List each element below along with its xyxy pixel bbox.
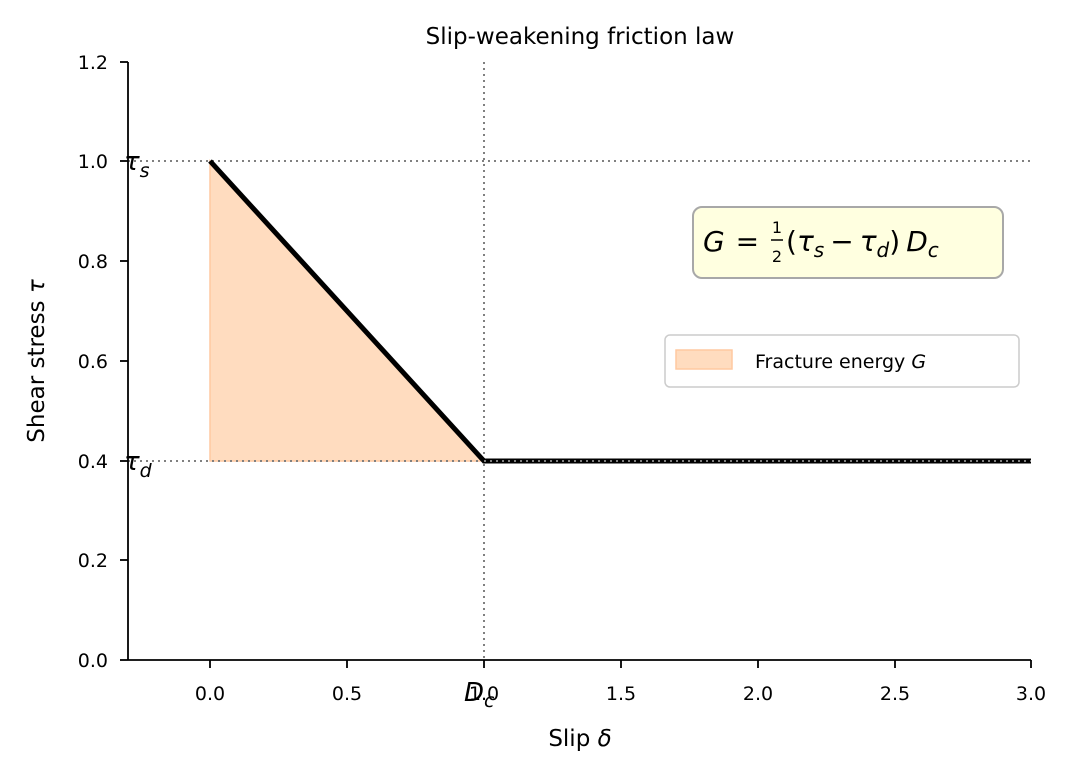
x-tick-label: 3.0	[1016, 683, 1046, 705]
tau-s-label: τs	[124, 147, 150, 182]
dc-label: Dc	[464, 678, 495, 712]
x-tick-labels: 0.0 0.5 1.0 1.5 2.0 2.5 3.0	[195, 683, 1046, 705]
legend-label: Fracture energy G	[755, 351, 926, 373]
formula-numerator: 1	[772, 218, 782, 237]
x-tick-label: 2.5	[880, 683, 910, 705]
y-tick-label: 0.4	[78, 451, 108, 473]
y-tick-label: 0.0	[78, 650, 108, 672]
formula-denominator: 2	[772, 247, 782, 266]
y-tick-label: 1.0	[78, 151, 108, 173]
x-ticks	[209, 660, 1032, 668]
legend: Fracture energy G	[664, 334, 1020, 388]
x-tick-label: 0.5	[332, 683, 362, 705]
x-tick-label: 1.0	[469, 683, 499, 705]
y-axis-label: Shear stress τ	[24, 279, 50, 443]
x-axis-label: Slip δ	[548, 726, 611, 752]
y-ticks	[120, 61, 128, 661]
y-tick-labels: 0.0 0.2 0.4 0.6 0.8 1.0 1.2	[78, 52, 108, 672]
x-tick-label: 1.5	[606, 683, 636, 705]
chart-title: Slip-weakening friction law	[426, 24, 735, 50]
y-tick-label: 0.6	[78, 351, 108, 373]
formula-rest: (τs − τd) Dc	[786, 225, 939, 262]
y-tick-label: 0.2	[78, 550, 108, 572]
x-tick-label: 2.0	[743, 683, 773, 705]
tau-d-label: τd	[124, 447, 153, 482]
formula-annotation: G = 1 2 (τs − τd) Dc	[692, 206, 1004, 279]
formula-text: G =	[703, 225, 759, 258]
y-tick-label: 0.8	[78, 251, 108, 273]
x-tick-label: 0.0	[195, 683, 225, 705]
legend-swatch	[675, 349, 733, 370]
y-tick-label: 1.2	[78, 52, 108, 74]
